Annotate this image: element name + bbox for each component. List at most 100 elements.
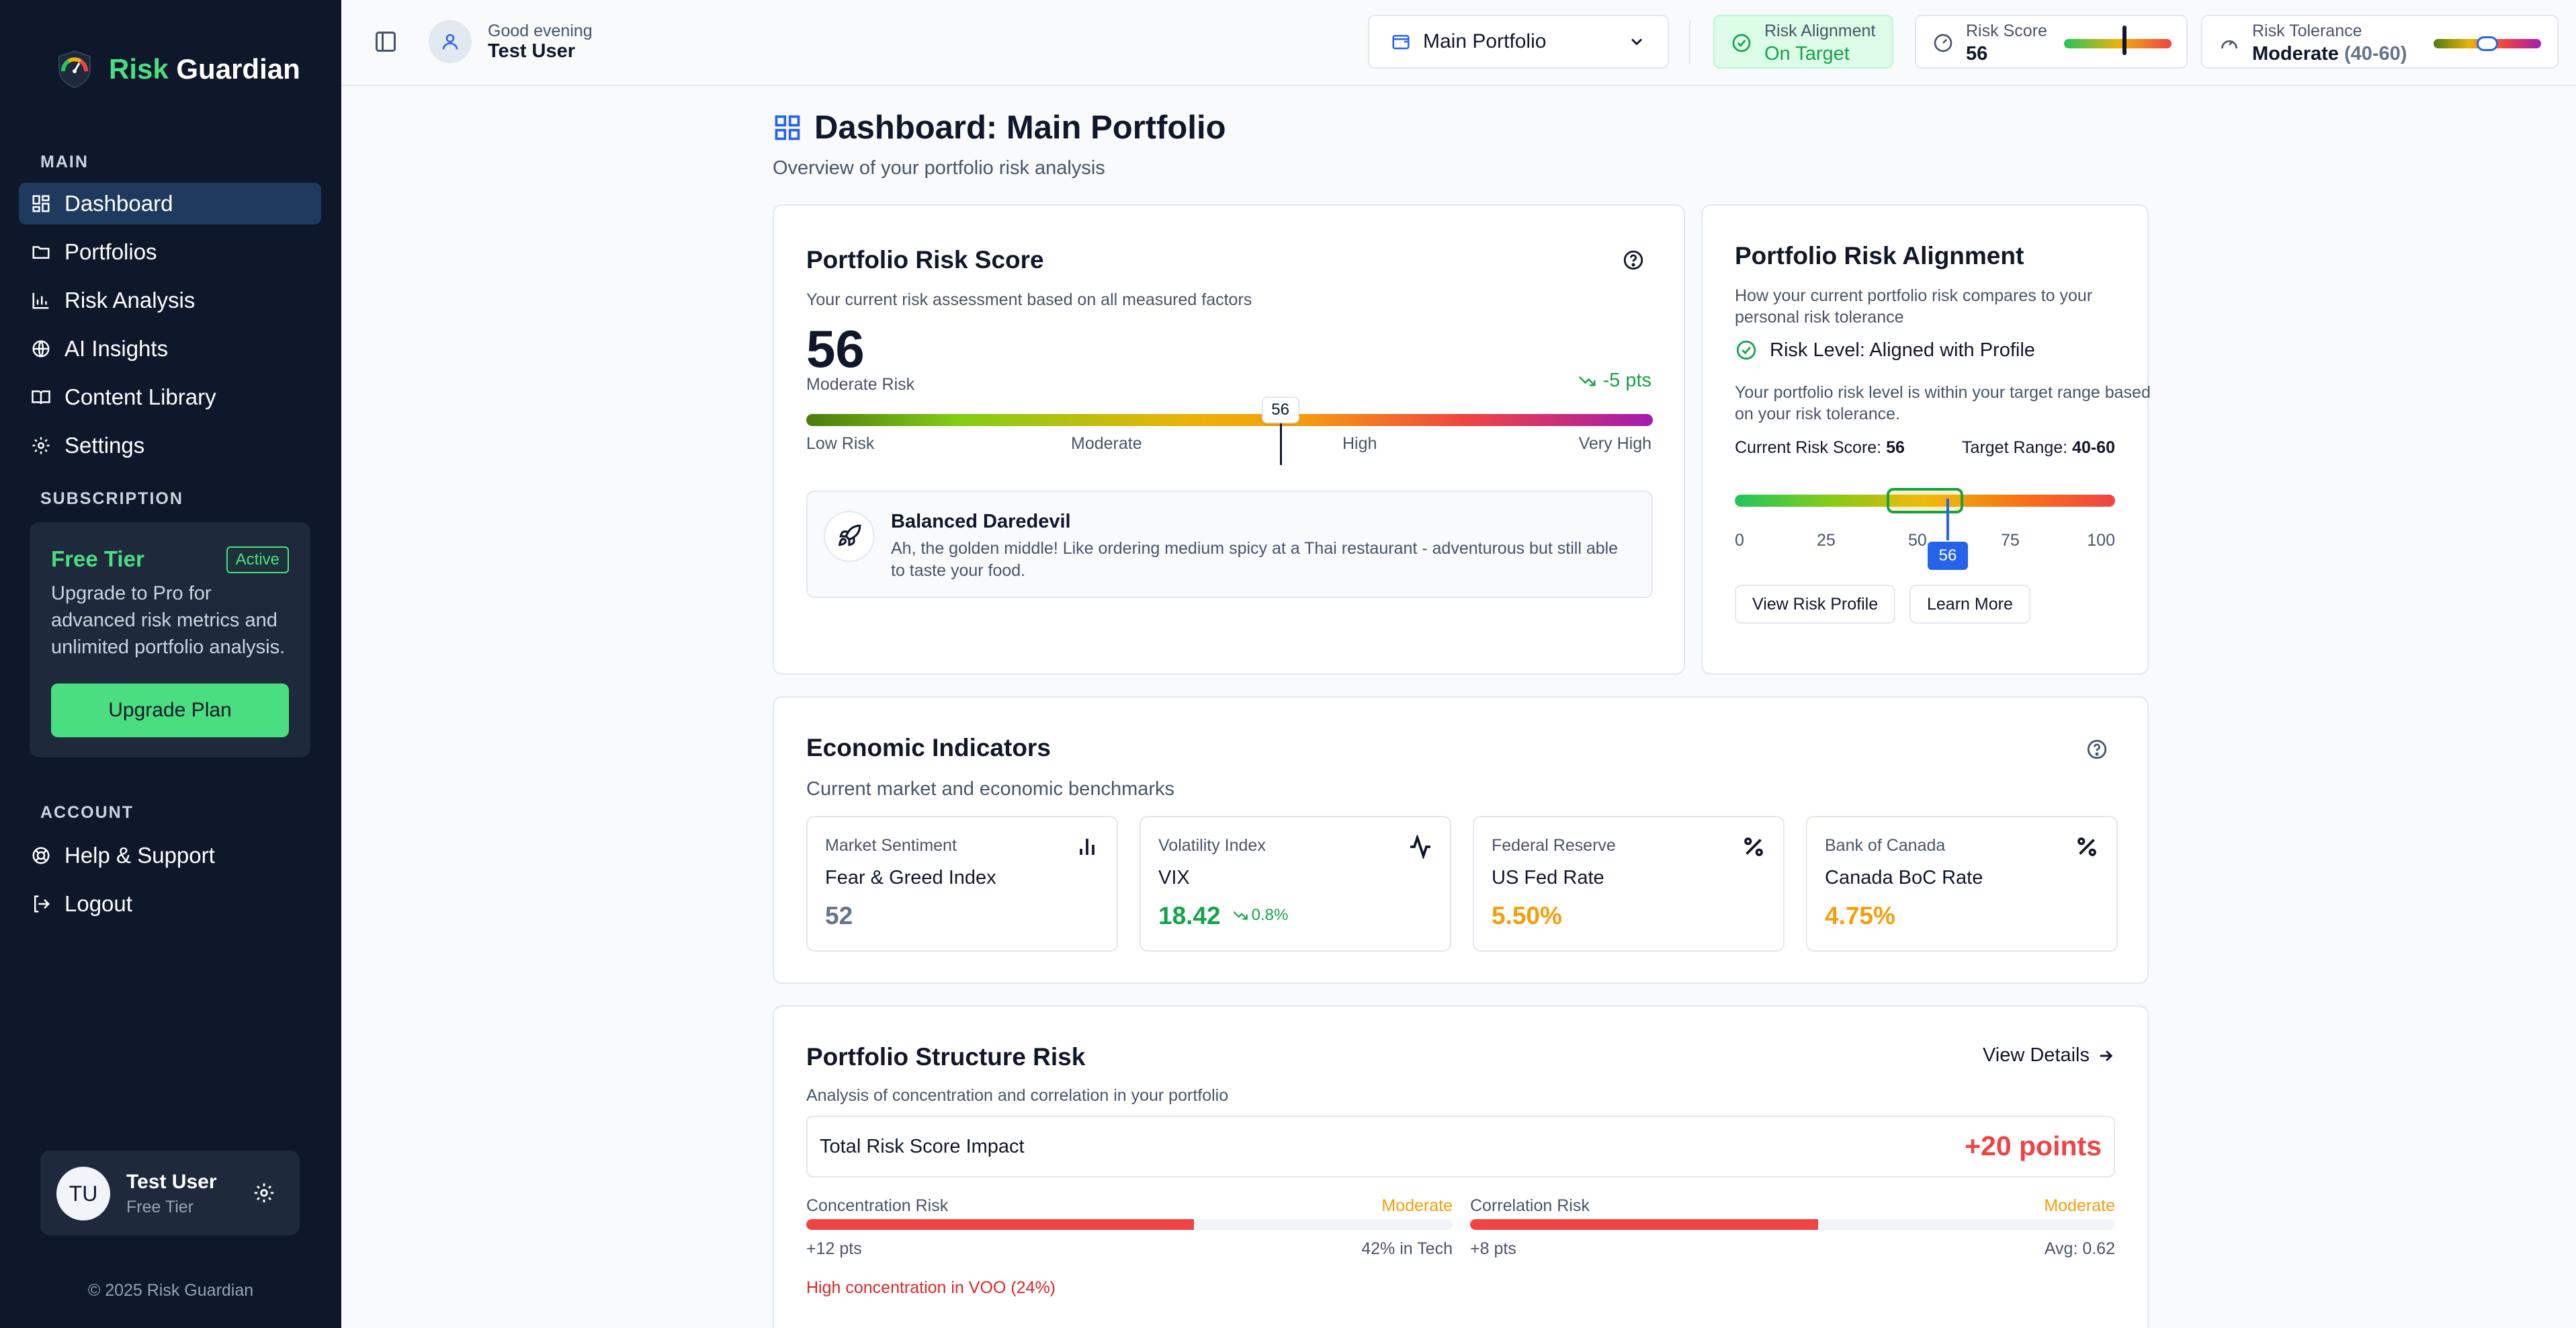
correlation-risk-fill <box>1470 1219 1819 1230</box>
brand[interactable]: Risk Guardian <box>54 48 300 90</box>
nav-section-account: ACCOUNT <box>40 803 134 822</box>
scale-label-high: High <box>1342 434 1377 453</box>
indicator-value: 52 <box>825 902 853 929</box>
greeting: Good evening <box>488 22 593 40</box>
folder-icon <box>32 246 50 259</box>
risk-alignment-value: On Target <box>1764 43 1850 65</box>
indicator-value: 5.50% <box>1492 902 1562 929</box>
risk-score-value: 56 <box>1966 43 1988 65</box>
correlation-risk-bar <box>1470 1219 2115 1230</box>
alignment-status: Risk Level: Aligned with Profile <box>1735 339 2035 362</box>
tick-label: 50 <box>1908 531 1927 550</box>
sidebar-item-portfolios[interactable]: Portfolios <box>19 231 321 273</box>
indicator-vix[interactable]: Volatility Index VIX 18.42 0.8% <box>1140 816 1451 952</box>
indicator-name: US Fed Rate <box>1492 867 1604 888</box>
sidebar-item-label: Dashboard <box>65 191 173 216</box>
trending-down-icon <box>1579 376 1596 386</box>
check-circle-icon <box>1736 340 1756 360</box>
indicator-boc-rate[interactable]: Bank of Canada Canada BoC Rate 4.75% <box>1806 816 2118 952</box>
user-name: Test User <box>126 1171 217 1193</box>
risk-alignment-label: Risk Alignment <box>1764 22 1876 40</box>
subscription-tier: Free Tier <box>51 546 144 571</box>
nav-section-main: MAIN <box>40 153 89 171</box>
subscription-description: Upgrade to Pro for advanced risk metrics… <box>51 583 286 658</box>
correlation-risk-level: Moderate <box>2044 1196 2115 1215</box>
correlation-risk-label: Correlation Risk <box>1470 1196 1590 1215</box>
indicator-category: Federal Reserve <box>1492 836 1616 855</box>
sidebar-item-dashboard[interactable]: Dashboard <box>19 183 321 224</box>
risk-score-marker <box>1279 422 1282 465</box>
learn-more-button[interactable]: Learn More <box>1909 585 2030 624</box>
risk-tolerance-pill[interactable]: Risk Tolerance Moderate (40-60) <box>2201 15 2559 69</box>
sidebar-item-logout[interactable]: Logout <box>19 883 321 925</box>
sidebar-item-label: Content Library <box>65 384 216 409</box>
indicator-name: Fear & Greed Index <box>825 867 996 888</box>
divider <box>1689 20 1690 65</box>
tick-label: 25 <box>1817 531 1836 550</box>
sidebar-toggle-icon[interactable] <box>374 30 398 54</box>
indicator-us-fed-rate[interactable]: Federal Reserve US Fed Rate 5.50% <box>1473 816 1785 952</box>
sidebar: Risk Guardian MAIN Dashboard Portfolios … <box>0 0 341 1328</box>
page-title: Dashboard: Main Portfolio <box>814 110 1226 146</box>
card-title: Portfolio Risk Score <box>806 246 1044 274</box>
portfolio-select-value: Main Portfolio <box>1423 30 1547 52</box>
impact-value: +20 points <box>1965 1130 2102 1161</box>
gear-icon[interactable] <box>253 1181 275 1204</box>
tick-label: 75 <box>2001 531 2020 550</box>
indicator-category: Bank of Canada <box>1825 836 1946 855</box>
concentration-risk-label: Concentration Risk <box>806 1196 949 1215</box>
scale-label-moderate: Moderate <box>1071 434 1142 453</box>
avatar[interactable] <box>429 20 472 63</box>
user-card[interactable]: TU Test User Free Tier <box>40 1151 300 1235</box>
target-range-box <box>1887 488 1963 513</box>
gear-icon <box>32 437 50 454</box>
persona-icon-wrap <box>824 511 875 562</box>
chevron-down-icon <box>1631 38 1643 46</box>
card-title: Portfolio Risk Alignment <box>1735 242 2024 269</box>
sidebar-item-risk-analysis[interactable]: Risk Analysis <box>19 280 321 321</box>
dashboard-icon <box>32 195 50 212</box>
bar-chart-icon <box>1080 839 1094 855</box>
trending-down-icon <box>1233 911 1248 920</box>
impact-label: Total Risk Score Impact <box>820 1136 1025 1157</box>
risk-persona: Balanced Daredevil Ah, the golden middle… <box>806 491 1653 598</box>
risk-alignment-pill[interactable]: Risk Alignment On Target <box>1713 15 1893 69</box>
alignment-description: Your portfolio risk level is within your… <box>1735 383 2151 423</box>
help-icon[interactable] <box>1622 249 1645 272</box>
status-badge: Active <box>226 546 289 573</box>
concentration-risk-detail: 42% in Tech <box>1361 1239 1453 1258</box>
indicator-name: VIX <box>1158 867 1190 888</box>
risk-score-delta: -5 pts <box>1577 370 1651 392</box>
tick-label: 0 <box>1735 531 1744 550</box>
portfolio-select[interactable]: Main Portfolio <box>1368 15 1669 69</box>
copyright: © 2025 Risk Guardian <box>87 1281 254 1300</box>
concentration-risk-points: +12 pts <box>806 1239 862 1258</box>
help-icon[interactable] <box>2086 738 2108 761</box>
correlation-risk-detail: Avg: 0.62 <box>2044 1239 2115 1258</box>
concentration-warning: High concentration in VOO (24%) <box>806 1278 1056 1297</box>
check-circle-icon <box>1732 34 1751 52</box>
gauge-icon <box>1934 34 1952 52</box>
brand-name: Risk Guardian <box>109 53 300 85</box>
risk-score-pill[interactable]: Risk Score 56 <box>1915 15 2188 69</box>
indicator-change: 0.8% <box>1232 906 1288 925</box>
target-range: Target Range: 40-60 <box>1962 438 2115 457</box>
view-risk-profile-button[interactable]: View Risk Profile <box>1735 585 1896 624</box>
nav-section-subscription: SUBSCRIPTION <box>40 489 183 508</box>
view-details-link[interactable]: View Details <box>1983 1044 2115 1067</box>
persona-description: Ah, the golden middle! Like ordering med… <box>891 539 1619 580</box>
indicator-fear-greed[interactable]: Market Sentiment Fear & Greed Index 52 <box>806 816 1118 952</box>
risk-score-bar <box>806 414 1653 426</box>
globe-icon <box>32 340 50 358</box>
sidebar-item-help-support[interactable]: Help & Support <box>19 835 321 876</box>
sidebar-item-ai-insights[interactable]: AI Insights <box>19 328 321 370</box>
sidebar-item-label: AI Insights <box>65 336 169 361</box>
sidebar-item-settings[interactable]: Settings <box>19 425 321 466</box>
upgrade-plan-button[interactable]: Upgrade Plan <box>51 683 289 737</box>
sidebar-item-label: Logout <box>65 891 132 916</box>
correlation-risk-points: +8 pts <box>1470 1239 1516 1258</box>
topbar: Good evening Test User Main Portfolio Ri… <box>341 0 2576 86</box>
sidebar-item-content-library[interactable]: Content Library <box>19 376 321 418</box>
avatar: TU <box>56 1167 110 1220</box>
portfolio-risk-score-card: Portfolio Risk Score Your current risk a… <box>773 204 1685 675</box>
